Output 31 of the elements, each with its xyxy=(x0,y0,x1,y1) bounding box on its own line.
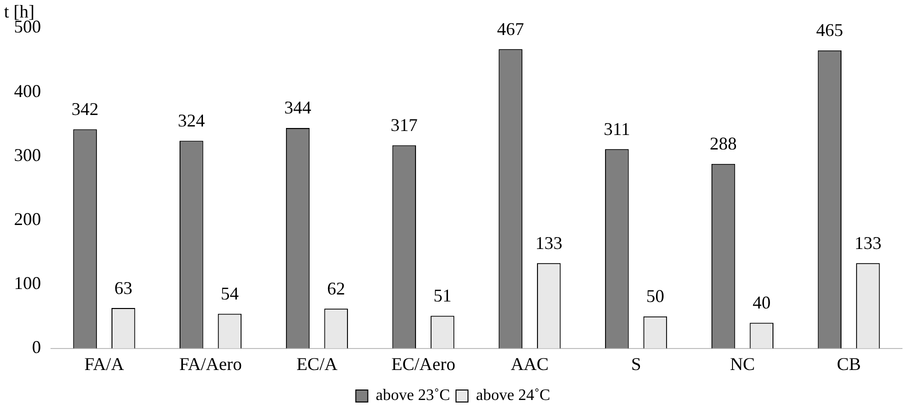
x-tick-label: AAC xyxy=(510,354,549,374)
y-tick-label: 0 xyxy=(32,337,41,358)
data-label: 317 xyxy=(390,115,418,135)
data-label: 467 xyxy=(497,18,524,39)
y-tick-label: 400 xyxy=(14,80,41,101)
data-label: 63 xyxy=(114,278,132,298)
data-label: 344 xyxy=(284,98,312,118)
data-label: 465 xyxy=(816,20,844,40)
data-label: 51 xyxy=(433,285,452,306)
x-tick-label: EC/A xyxy=(296,354,338,374)
x-tick-label: NC xyxy=(730,354,755,374)
legend-label: above 24˚C xyxy=(476,387,550,404)
data-label: 288 xyxy=(710,134,737,154)
y-tick-label: 100 xyxy=(14,273,41,294)
data-label: 50 xyxy=(646,286,664,306)
y-tick-label: 200 xyxy=(14,208,41,229)
data-label: 54 xyxy=(220,284,239,304)
x-tick-label: FA/Aero xyxy=(179,354,242,374)
data-label: 133 xyxy=(535,232,562,253)
data-label: 40 xyxy=(752,292,771,312)
data-label: 133 xyxy=(854,232,882,253)
x-tick-label: CB xyxy=(836,354,861,374)
x-tick-label: FA/A xyxy=(84,354,124,374)
data-label: 324 xyxy=(178,110,205,131)
legend-label: above 23˚C xyxy=(376,387,450,404)
data-label: 62 xyxy=(327,278,346,298)
y-tick-label: 300 xyxy=(14,144,41,165)
x-tick-label: EC/Aero xyxy=(391,354,456,374)
data-label: 342 xyxy=(72,98,99,119)
x-tick-label: S xyxy=(631,354,642,374)
data-label: 311 xyxy=(604,118,630,139)
